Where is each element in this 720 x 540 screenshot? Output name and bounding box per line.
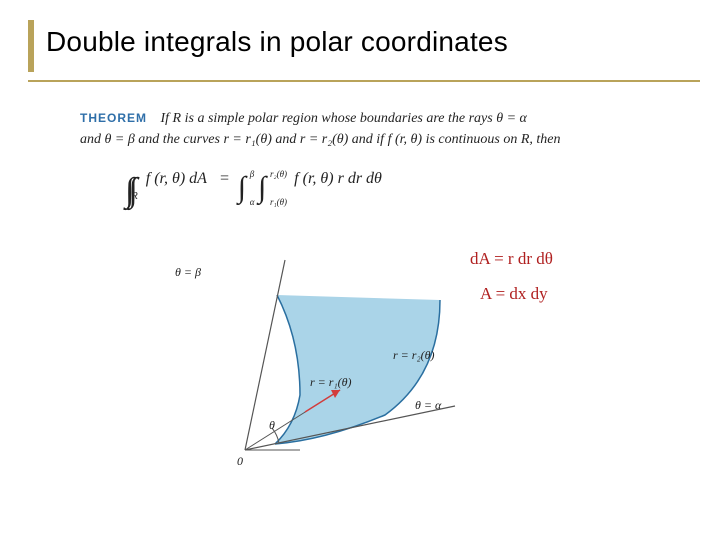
label-r1: r = r₁(θ) — [310, 375, 352, 390]
theorem-and-curves: and the curves — [138, 132, 223, 147]
handwritten-da: dA = r dr dθ — [470, 250, 553, 267]
theorem-block: THEOREM If R is a simple polar region wh… — [80, 108, 640, 150]
integrand-right: f (r, θ) r dr dθ — [294, 170, 382, 187]
equals-sign: = — [219, 170, 234, 187]
integrand-left: f (r, θ) dA — [146, 170, 207, 187]
theorem-r2: r = r₂(θ) — [300, 132, 348, 147]
theorem-and-if: and if — [352, 132, 388, 147]
label-theta-beta: θ = β — [175, 265, 201, 280]
theorem-f: f (r, θ) — [388, 132, 423, 147]
outer-integral: ∫ β α — [238, 171, 246, 205]
handwritten-a: A = dx dy — [480, 285, 548, 302]
theorem-text-1: If R is a simple polar region whose boun… — [161, 111, 497, 126]
horizontal-rule — [34, 80, 700, 82]
label-origin: 0 — [237, 454, 243, 469]
page-title: Double integrals in polar coordinates — [46, 26, 508, 58]
label-theta: θ — [269, 418, 275, 433]
accent-bar — [28, 20, 34, 72]
theorem-and-2: and — [275, 132, 300, 147]
region-subscript: R — [132, 191, 138, 202]
ray-beta — [245, 260, 285, 450]
theorem-label: THEOREM — [80, 111, 147, 125]
inner-upper: r₂(θ) — [270, 169, 287, 179]
outer-lower: α — [250, 197, 255, 207]
label-r2: r = r₂(θ) — [393, 348, 435, 363]
theorem-and-1: and — [80, 132, 105, 147]
outer-upper: β — [250, 169, 254, 179]
inner-integral: ∫ r₂(θ) r₁(θ) — [258, 171, 266, 205]
slide: Double integrals in polar coordinates TH… — [0, 0, 720, 540]
equation: ∫∫ R f (r, θ) dA = ∫ β α ∫ r₂(θ) r₁(θ) f… — [125, 170, 386, 205]
polar-region-figure: θ = β θ = α r = r₁(θ) r = r₂(θ) θ 0 — [215, 270, 465, 470]
theorem-theta-beta: θ = β — [105, 132, 135, 147]
double-integral-symbol: ∫∫ — [125, 177, 132, 204]
theorem-r1: r = r₁(θ) — [223, 132, 271, 147]
region-fill — [275, 295, 440, 444]
theorem-cont: is continuous on R, then — [426, 132, 561, 147]
inner-lower: r₁(θ) — [270, 197, 287, 207]
theorem-theta-alpha: θ = α — [496, 111, 527, 126]
label-theta-alpha: θ = α — [415, 398, 441, 413]
